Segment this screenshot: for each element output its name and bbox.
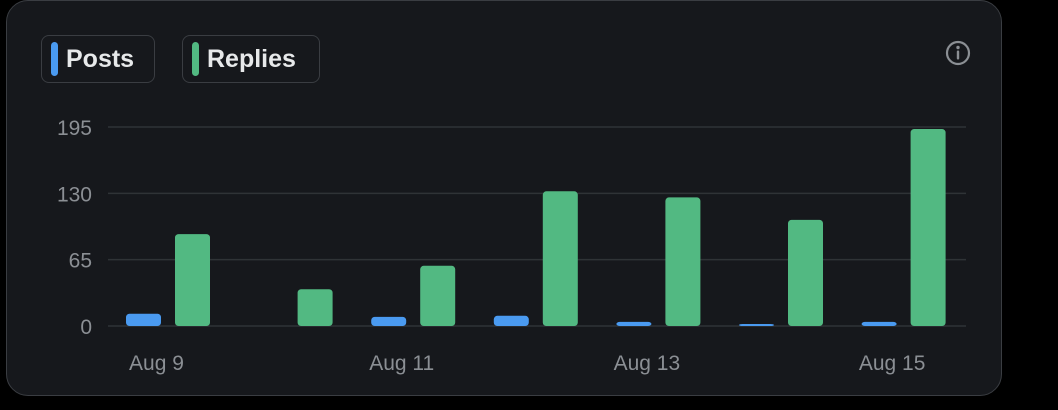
legend-posts-label: Posts [66,44,135,73]
replies-bar [788,219,823,326]
chart-card: Posts Replies [6,0,1002,396]
replies-bar [297,289,333,326]
info-icon[interactable] [944,39,972,67]
legend-replies-label: Replies [207,44,296,73]
posts-bar [861,321,897,326]
replies-swatch [192,42,199,76]
posts-bar [371,316,407,326]
replies-bar [910,129,946,326]
x-tick-label: Aug 15 [859,352,926,375]
legend-replies[interactable]: Replies [182,35,320,83]
replies-bar [420,265,456,326]
posts-swatch [51,42,58,76]
y-tick-label: 0 [80,316,92,339]
posts-bar [126,313,161,326]
x-tick-label: Aug 13 [614,352,681,375]
x-tick-label: Aug 9 [129,352,184,375]
posts-bar [493,315,529,326]
posts-bar [616,321,652,326]
replies-bar [665,197,701,326]
posts-bar [739,323,774,326]
legend-posts[interactable]: Posts [41,35,155,83]
y-tick-label: 195 [57,117,92,140]
y-tick-label: 65 [69,250,92,273]
x-tick-label: Aug 11 [369,352,434,375]
replies-bar [542,191,578,326]
replies-bar [175,234,210,326]
y-tick-label: 130 [57,183,92,206]
